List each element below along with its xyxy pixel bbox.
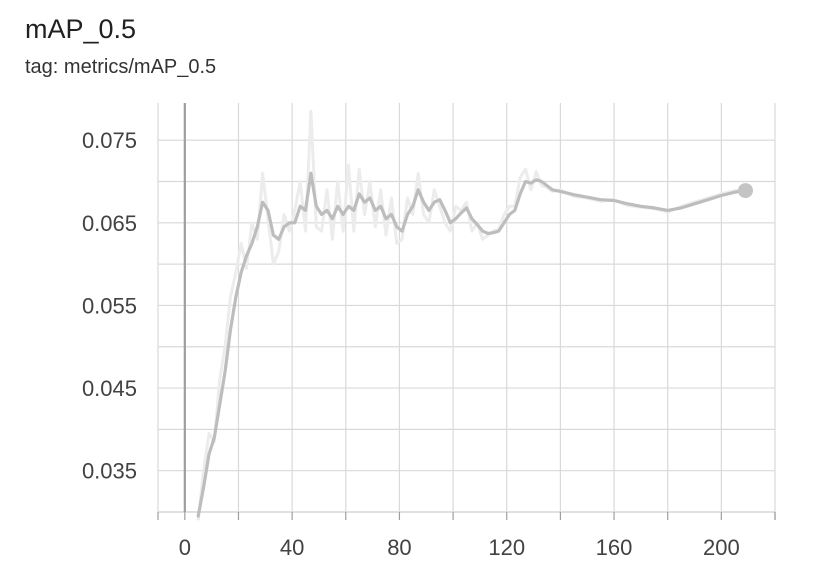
x-tick-label: 200 [703,535,740,560]
raw-series-line [196,109,746,521]
y-tick-label: 0.065 [82,211,137,236]
y-tick-label: 0.055 [82,293,137,318]
endpoint-marker-group [737,183,753,199]
chart-tag-subtitle: tag: metrics/mAP_0.5 [25,56,217,78]
x-tick-label: 0 [179,535,191,560]
x-tick-label: 80 [387,535,411,560]
raw-series [196,109,746,521]
smoothed-series [196,171,748,518]
x-tick-label: 120 [488,535,525,560]
x-tick-label: 40 [280,535,304,560]
y-tick-label: 0.045 [82,376,137,401]
x-tick-label: 160 [596,535,633,560]
y-tick-label: 0.035 [82,459,137,484]
grid-lines [157,103,776,513]
x-tick-labels: 0 40 80 120 160 200 [179,535,740,560]
y-tick-labels: 0.035 0.045 0.055 0.065 0.075 [82,128,137,484]
smoothed-series-line [196,171,748,518]
chart-title: mAP_0.5 [25,14,137,44]
y-tick-label: 0.075 [82,128,137,153]
axes [157,103,776,520]
endpoint-marker [737,183,753,199]
